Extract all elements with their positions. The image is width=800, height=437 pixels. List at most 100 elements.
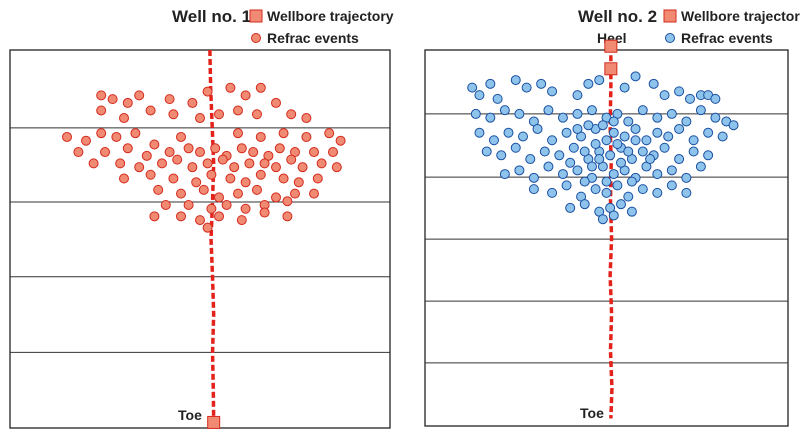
refrac-event-point <box>278 128 289 139</box>
refrac-event-point <box>572 108 583 119</box>
refrac-event-point <box>96 128 107 139</box>
refrac-event-point <box>565 202 576 213</box>
refrac-event-point <box>176 131 186 142</box>
refrac-event-point <box>492 93 503 104</box>
refrac-event-point <box>648 78 659 89</box>
wellbore-trajectory <box>208 49 216 421</box>
refrac-event-point <box>572 123 583 134</box>
refrac-event-point <box>134 90 145 101</box>
refrac-event-point <box>601 135 612 146</box>
refrac-event-point <box>202 222 213 233</box>
refrac-event-point <box>282 196 293 207</box>
refrac-event-point <box>528 184 539 195</box>
refrac-event-point <box>271 162 281 173</box>
refrac-event-point <box>324 128 335 139</box>
refrac-event-point <box>217 154 228 165</box>
refrac-event-point <box>244 158 255 169</box>
refrac-event-point <box>485 78 496 89</box>
refrac-event-point <box>597 214 608 225</box>
refrac-event-point <box>236 215 247 226</box>
refrac-event-point <box>134 162 145 173</box>
refrac-event-point <box>586 161 597 172</box>
well-1-title: Well no. 1 <box>172 7 251 26</box>
refrac-event-point <box>214 109 224 120</box>
legend-trajectory-label: Wellbore trajectory <box>681 8 800 24</box>
refrac-event-point <box>626 206 637 217</box>
refrac-event-point <box>225 173 236 184</box>
refrac-event-point <box>233 128 243 139</box>
refrac-event-point <box>623 146 634 157</box>
refrac-event-point <box>547 187 558 198</box>
legend-events-icon <box>251 33 261 43</box>
refrac-event-point <box>160 199 171 210</box>
refrac-event-point <box>122 143 133 154</box>
refrac-event-point <box>474 90 485 101</box>
refrac-event-point <box>630 71 641 82</box>
refrac-event-point <box>271 192 281 203</box>
refrac-event-point <box>255 169 266 180</box>
refrac-event-point <box>309 188 319 199</box>
refrac-event-point <box>681 187 692 198</box>
refrac-event-point <box>259 158 270 169</box>
refrac-event-point <box>525 154 536 165</box>
refrac-event-point <box>100 147 110 158</box>
refrac-event-point <box>586 105 597 116</box>
refrac-event-point <box>176 188 186 199</box>
refrac-event-point <box>652 112 663 123</box>
refrac-event-point <box>688 135 699 146</box>
refrac-event-point <box>641 135 652 146</box>
refrac-event-point <box>145 105 156 116</box>
legend-events-label: Refrac events <box>267 30 359 46</box>
refrac-event-point <box>187 97 198 108</box>
plot-frame <box>424 49 789 427</box>
refrac-event-point <box>674 86 685 97</box>
refrac-event-point <box>206 169 217 180</box>
refrac-event-point <box>594 75 605 86</box>
refrac-event-point <box>96 90 107 101</box>
refrac-event-point <box>119 113 129 124</box>
refrac-event-point <box>240 90 251 101</box>
legend-trajectory-icon <box>663 9 677 23</box>
refrac-event-point <box>496 150 507 161</box>
refrac-event-point <box>663 131 674 142</box>
refrac-event-point <box>467 82 478 93</box>
refrac-event-point <box>301 113 312 124</box>
refrac-event-point <box>510 142 521 153</box>
refrac-event-point <box>111 131 122 142</box>
refrac-event-point <box>62 131 72 142</box>
refrac-event-point <box>561 180 572 191</box>
refrac-event-point <box>608 169 619 180</box>
refrac-event-point <box>485 112 496 123</box>
refrac-event-point <box>290 188 300 199</box>
refrac-event-point <box>172 154 183 165</box>
refrac-event-point <box>590 139 601 149</box>
refrac-event-point <box>521 82 532 93</box>
refrac-event-point <box>503 127 514 138</box>
refrac-event-point <box>514 108 525 119</box>
refrac-event-point <box>316 158 327 169</box>
refrac-event-point <box>248 147 259 158</box>
refrac-event-point <box>652 169 663 180</box>
refrac-event-point <box>681 116 692 127</box>
refrac-event-point <box>286 109 297 120</box>
refrac-event-point <box>183 199 194 210</box>
refrac-event-point <box>572 90 583 101</box>
refrac-event-point <box>659 142 670 153</box>
refrac-event-point <box>164 94 175 105</box>
refrac-event-point <box>514 165 525 176</box>
refrac-event-point <box>233 105 243 116</box>
refrac-event-point <box>637 184 648 195</box>
refrac-event-point <box>225 82 236 93</box>
refrac-event-point <box>608 127 619 138</box>
refrac-event-point <box>674 123 685 134</box>
refrac-event-point <box>579 199 590 210</box>
refrac-event-point <box>187 162 198 173</box>
refrac-event-point <box>616 199 627 210</box>
refrac-event-point <box>96 105 107 116</box>
refrac-event-point <box>297 162 308 173</box>
refrac-event-point <box>195 215 205 226</box>
refrac-event-point <box>594 154 605 165</box>
refrac-event-point <box>666 165 677 176</box>
refrac-event-point <box>149 211 160 222</box>
